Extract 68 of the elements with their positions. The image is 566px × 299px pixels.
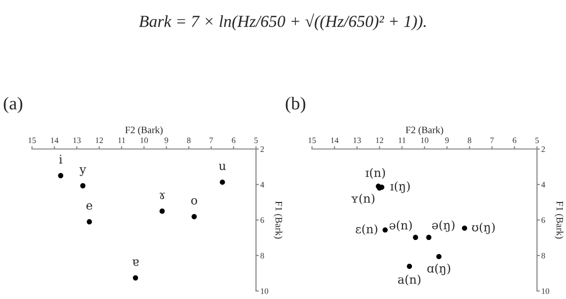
x-tick-label: 12 [376, 138, 384, 144]
annotation: ə(n) [390, 220, 412, 232]
x-tick-label: 7 [210, 138, 214, 144]
x-tick-label: 13 [354, 138, 361, 144]
x-tick-label: 11 [398, 138, 406, 144]
annotation: ə(ŋ) [432, 220, 454, 232]
annotation: ʊ(ŋ) [472, 222, 495, 234]
y-axis-title: F1 (Bark) [274, 201, 282, 239]
x-tick-label: 8 [187, 138, 191, 144]
x-tick-label: 15 [308, 138, 316, 144]
chart-title: (b) [286, 96, 306, 114]
point [436, 254, 442, 260]
x-tick-label: 9 [445, 138, 449, 144]
y-tick-label: 4 [541, 182, 546, 188]
x-tick-label: 5 [535, 138, 539, 144]
point [132, 275, 138, 280]
annotation: ɑ(ŋ) [427, 264, 450, 276]
x-tick-label: 11 [118, 138, 126, 144]
x-tick-label: 13 [73, 138, 81, 144]
x-tick-label: 10 [421, 138, 428, 144]
x-tick-label: 5 [254, 138, 258, 144]
annotation: ɐ [132, 259, 139, 266]
annotation: y [79, 167, 86, 176]
point [426, 234, 432, 240]
annotation: ɪ(n) [366, 168, 385, 179]
y-tick-label: 10 [260, 288, 268, 294]
point [58, 173, 64, 178]
point [220, 180, 225, 185]
x-axis-title: F2 (Bark) [125, 126, 163, 136]
x-tick-label: 15 [28, 138, 36, 144]
annotation: ʏ(n) [351, 194, 374, 204]
x-tick-label: 6 [512, 138, 516, 144]
y-axis-title: F1 (Bark) [554, 201, 564, 239]
y-tick-label: 6 [542, 217, 546, 223]
annotation: i [59, 154, 62, 164]
x-tick-label: 12 [96, 138, 103, 144]
annotation: e [86, 203, 92, 210]
point [412, 234, 418, 240]
annotation: o [191, 198, 198, 205]
chart-title: (a) [4, 96, 22, 114]
point [160, 208, 165, 214]
y-tick-label: 6 [260, 217, 264, 223]
point [382, 227, 388, 233]
x-axis-title: F2 (Bark) [406, 126, 444, 136]
point [406, 264, 412, 269]
annotation: u [218, 164, 226, 170]
y-tick-label: 4 [260, 182, 264, 188]
x-tick-label: 6 [232, 138, 236, 144]
point [462, 226, 468, 231]
x-tick-label: 14 [50, 138, 58, 144]
y-tick-label: 10 [542, 288, 550, 294]
x-tick-label: 10 [140, 138, 148, 144]
point [80, 183, 86, 188]
x-tick-label: 7 [490, 138, 494, 144]
y-tick-label: 2 [260, 146, 264, 152]
annotation: ɤ [160, 192, 165, 200]
point [192, 214, 197, 220]
annotation: ɪ(ŋ) [390, 181, 410, 193]
point [86, 219, 92, 224]
y-tick-label: 2 [542, 146, 545, 152]
x-tick-label: 14 [331, 138, 339, 144]
text: Bark = 7 × ln(Hz/650 + √((Hz/650)² + 1)). [139, 14, 426, 30]
annotation: ɛ(n) [356, 224, 378, 236]
x-tick-label: 9 [164, 138, 168, 144]
y-tick-label: 8 [541, 252, 546, 258]
y-tick-label: 8 [260, 252, 264, 258]
x-tick-label: 8 [468, 138, 472, 144]
annotation: a(n) [398, 274, 420, 286]
